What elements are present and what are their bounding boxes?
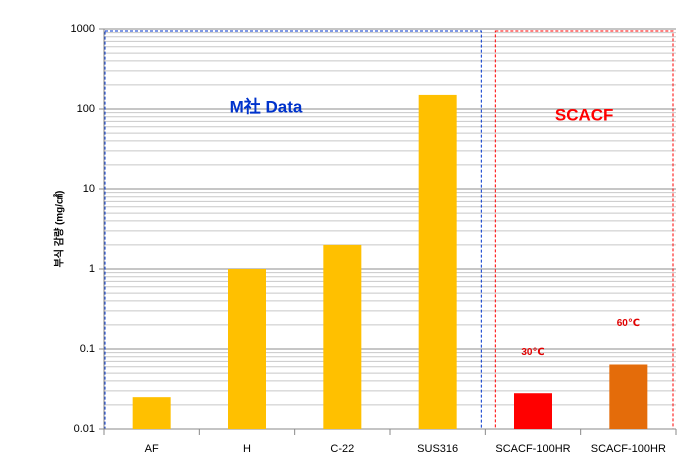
bar — [418, 94, 457, 430]
x-tick-label: C-22 — [330, 443, 354, 455]
group-label: SCACF — [555, 105, 614, 124]
group-label: M社 Data — [230, 96, 303, 116]
y-tick-label: 0.01 — [74, 423, 95, 435]
bar — [132, 397, 171, 429]
bar-note: 60℃ — [617, 318, 640, 329]
bar — [609, 364, 648, 429]
x-tick-label: AF — [145, 443, 159, 455]
bar — [514, 393, 552, 429]
bar — [228, 269, 266, 429]
y-tick-label: 1000 — [71, 23, 95, 35]
x-tick-label: H — [243, 443, 251, 455]
group-box — [494, 30, 674, 430]
y-tick-label: 0.1 — [80, 343, 95, 355]
x-tick-label: SCACF-100HR — [591, 443, 666, 455]
y-tick-label: 1 — [89, 263, 95, 275]
y-tick-label: 100 — [77, 103, 95, 115]
x-tick-label: SCACF-100HR — [495, 443, 570, 455]
x-tick-label: SUS316 — [417, 443, 458, 455]
bar — [323, 244, 362, 429]
bar-note: 30℃ — [521, 347, 544, 358]
y-axis-label: 부식 감량 (mg/㎠) — [53, 191, 66, 268]
y-tick-label: 10 — [83, 183, 95, 195]
